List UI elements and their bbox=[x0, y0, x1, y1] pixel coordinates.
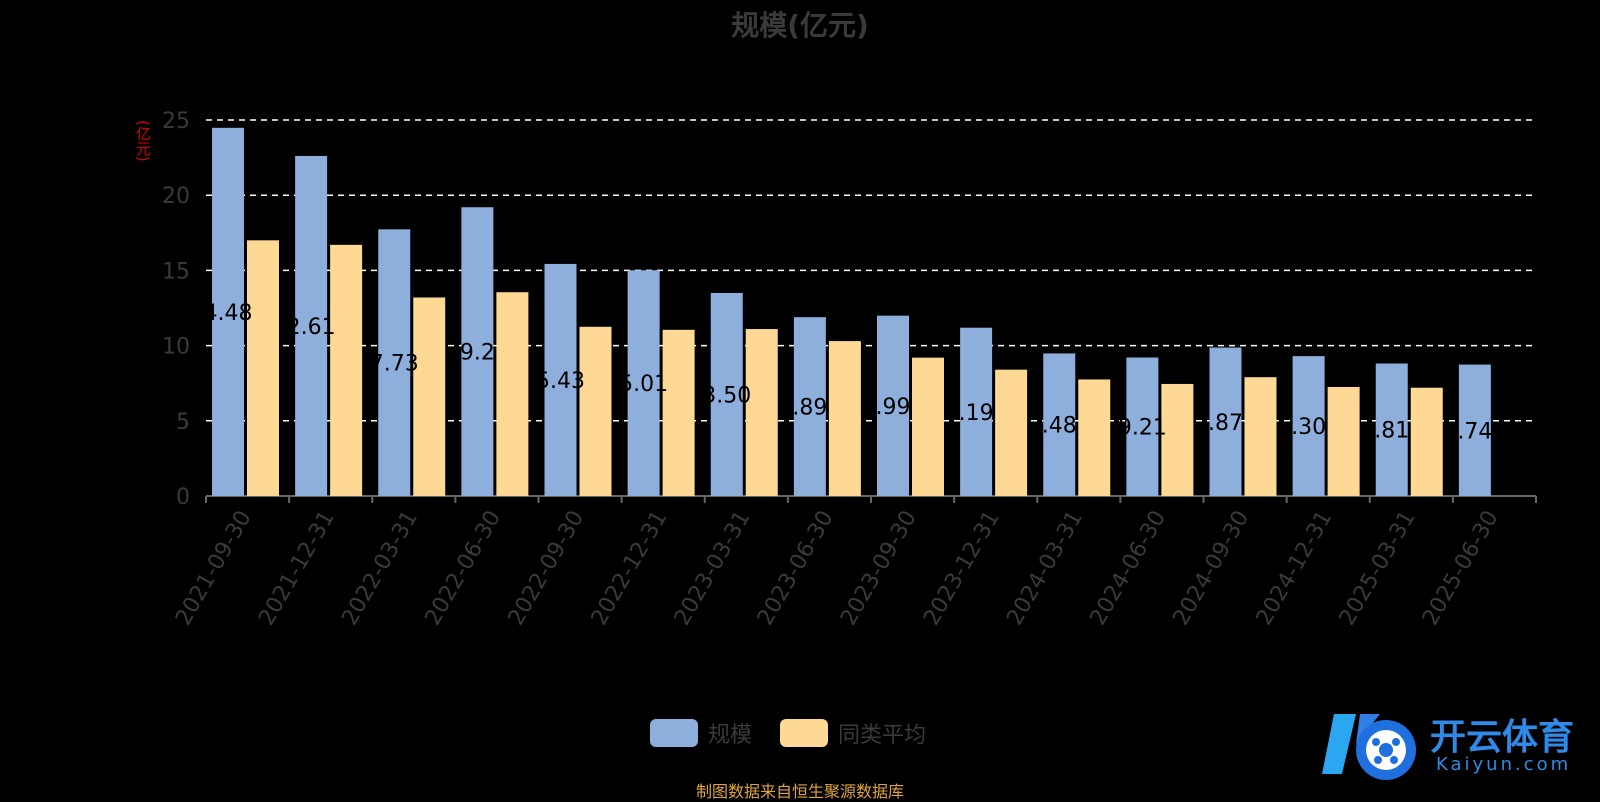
x-tick-label: 2023-12-31 bbox=[919, 507, 1005, 630]
kaiyun-logo[interactable]: 开云体育 Kaiyun.com bbox=[1316, 700, 1600, 786]
legend-label-average: 同类平均 bbox=[838, 723, 927, 748]
bar-scale bbox=[1292, 356, 1325, 496]
bar-value-label: 7.73 bbox=[370, 352, 419, 377]
bar-scale bbox=[378, 229, 411, 496]
bar-average bbox=[1244, 377, 1277, 496]
x-tick-label: 2024-12-31 bbox=[1252, 507, 1338, 630]
x-tick-label: 2025-06-30 bbox=[1418, 507, 1504, 630]
bar-average bbox=[1410, 387, 1443, 496]
x-tick-label: 2024-06-30 bbox=[1086, 507, 1172, 630]
x-tick-label: 2022-09-30 bbox=[504, 507, 590, 630]
logo-name: 开云体育 bbox=[1430, 717, 1575, 758]
y-tick-label: 25 bbox=[162, 109, 190, 134]
x-tick-label: 2022-12-31 bbox=[587, 507, 673, 630]
bar-average bbox=[579, 326, 612, 496]
bar-value-label: .74 bbox=[1457, 419, 1492, 444]
bar-scale bbox=[627, 270, 660, 496]
bar-value-label: .30 bbox=[1291, 415, 1326, 440]
bar-scale bbox=[1375, 363, 1408, 496]
legend: 规模 同类平均 bbox=[650, 716, 954, 750]
bar-value-label: 2.61 bbox=[287, 315, 336, 340]
y-tick-label: 15 bbox=[162, 259, 190, 284]
chart-title: 规模(亿元) bbox=[731, 9, 869, 42]
x-tick-label: 2024-09-30 bbox=[1169, 507, 1255, 630]
bar-average bbox=[413, 297, 446, 496]
x-tick-label: 2025-03-31 bbox=[1335, 507, 1421, 630]
bar-value-label: .48 bbox=[1042, 414, 1077, 439]
bar-value-label: 9.2 bbox=[460, 341, 495, 366]
legend-swatch-scale bbox=[650, 719, 698, 747]
bar-scale bbox=[1458, 364, 1491, 496]
bar-scale bbox=[295, 155, 328, 496]
bar-value-label: .89 bbox=[792, 396, 827, 421]
y-tick-label: 5 bbox=[176, 410, 190, 435]
bar-average bbox=[496, 292, 529, 496]
bar-scale bbox=[1209, 347, 1242, 496]
bar-scale bbox=[710, 292, 743, 496]
bar-scale bbox=[461, 207, 494, 496]
bar-scale bbox=[793, 317, 826, 496]
legend-label-scale: 规模 bbox=[708, 723, 753, 748]
bar-average bbox=[1161, 383, 1194, 496]
y-tick-label: 10 bbox=[162, 335, 190, 360]
bar-average bbox=[1078, 379, 1111, 496]
bar-scale bbox=[1043, 353, 1076, 496]
bar-average bbox=[828, 341, 861, 496]
bar-value-label: .81 bbox=[1374, 419, 1409, 444]
bar-average bbox=[745, 329, 778, 496]
bar-value-label: 5.01 bbox=[619, 372, 668, 397]
legend-swatch-average bbox=[780, 719, 829, 747]
bar-scale bbox=[877, 315, 909, 496]
x-tick-label: 2023-06-30 bbox=[753, 507, 839, 630]
x-tick-label: 2023-03-31 bbox=[670, 507, 756, 630]
bar-average bbox=[995, 369, 1028, 496]
bar-average bbox=[247, 240, 279, 496]
bar-value-label: 3.50 bbox=[702, 383, 751, 408]
bar-value-label: .87 bbox=[1208, 411, 1243, 436]
bar-value-label: 4.48 bbox=[204, 301, 253, 326]
bar-value-label: 5.43 bbox=[536, 369, 585, 394]
bar-average bbox=[1327, 386, 1360, 496]
bar-average bbox=[330, 244, 363, 496]
bar-average bbox=[662, 329, 695, 496]
x-tick-label: 2022-06-30 bbox=[421, 507, 507, 630]
bar-value-label: .99 bbox=[876, 395, 911, 420]
x-tick-label: 2021-09-30 bbox=[171, 507, 257, 630]
bar-value-label: 9.21 bbox=[1118, 416, 1167, 441]
x-tick-label: 2022-03-31 bbox=[337, 507, 423, 630]
bar-scale bbox=[212, 127, 244, 496]
x-tick-label: 2024-03-31 bbox=[1002, 507, 1088, 630]
x-tick-label: 2021-12-31 bbox=[254, 507, 340, 630]
y-tick-label: 0 bbox=[176, 485, 190, 510]
bar-chart: 0 5 10 15 20 25 4.48 2021-09-30 2.61 2021-12-31 7.… bbox=[162, 109, 1537, 630]
legend-item-scale[interactable]: 规模 bbox=[650, 717, 752, 749]
x-tick-label: 2023-09-30 bbox=[836, 507, 922, 630]
bar-scale bbox=[960, 327, 993, 496]
logo-domain: Kaiyun.com bbox=[1436, 754, 1572, 775]
bar-value-label: .19 bbox=[959, 401, 994, 426]
bar-scale bbox=[544, 263, 577, 496]
bar-scale bbox=[1126, 357, 1159, 496]
logo-emblem-icon bbox=[1322, 714, 1416, 780]
data-source-note: 制图数据来自恒生聚源数据库 bbox=[695, 782, 904, 801]
y-tick-label: 20 bbox=[162, 184, 190, 209]
y-axis-label: (亿元) bbox=[134, 120, 152, 162]
bar-average bbox=[912, 357, 944, 496]
legend-item-average[interactable]: 同类平均 bbox=[780, 717, 926, 749]
